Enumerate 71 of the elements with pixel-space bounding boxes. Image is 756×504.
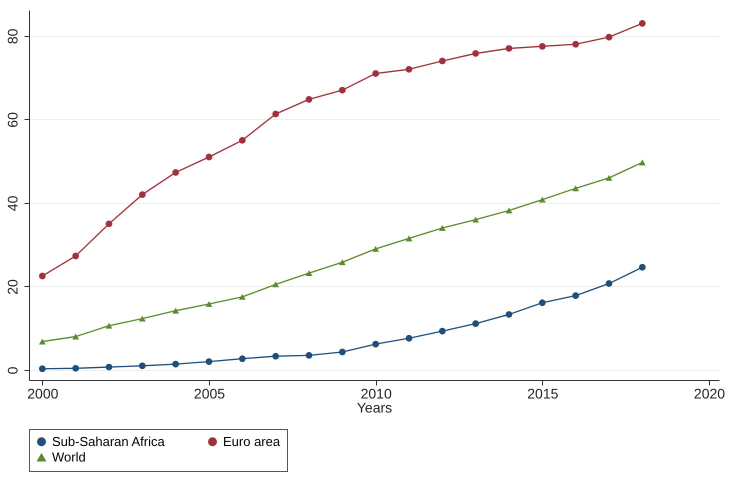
point (506, 311, 512, 318)
point (38, 338, 46, 344)
point (338, 348, 346, 356)
point (638, 160, 646, 166)
x-tick-label: 2020 (694, 386, 726, 402)
point (106, 322, 112, 329)
point (206, 154, 212, 160)
point (538, 299, 546, 306)
point (38, 272, 46, 280)
point (372, 246, 380, 252)
point (338, 259, 346, 266)
point (72, 334, 80, 340)
point (372, 340, 380, 348)
point (606, 174, 612, 181)
point (472, 216, 480, 223)
point (238, 294, 246, 300)
point (538, 196, 546, 202)
point (138, 316, 146, 322)
point (238, 136, 246, 144)
point (606, 34, 612, 40)
point (438, 225, 446, 231)
point (72, 252, 80, 260)
point (506, 45, 512, 52)
legend-label: World (52, 450, 86, 464)
point (306, 96, 312, 103)
point (406, 66, 412, 73)
y-tick-label: 60 (4, 112, 20, 128)
point (572, 185, 580, 192)
point (272, 352, 280, 360)
point (372, 70, 380, 77)
point (472, 320, 480, 327)
point (238, 355, 246, 362)
point (338, 86, 346, 94)
point (38, 365, 46, 372)
point (272, 110, 280, 118)
point (172, 360, 180, 368)
x-tick-label: 2010 (360, 386, 392, 402)
y-tick-label: 0 (4, 366, 20, 374)
point (172, 169, 180, 176)
x-tick-label: 2005 (194, 386, 226, 402)
point (406, 334, 412, 342)
point (72, 364, 80, 372)
y-tick-label: 40 (4, 195, 20, 212)
point (172, 308, 180, 314)
point (206, 358, 212, 365)
x-axis-title: Years (356, 400, 392, 416)
point (538, 42, 546, 50)
point (206, 301, 212, 307)
point (306, 352, 312, 359)
y-tick-label: 20 (4, 278, 20, 295)
point (138, 362, 146, 370)
point (106, 220, 112, 228)
point (438, 58, 446, 64)
point (638, 20, 646, 27)
y-tick-label: 80 (4, 28, 20, 44)
point (106, 364, 112, 370)
point (306, 270, 312, 276)
legend-label: Euro area (223, 434, 281, 449)
x-tick-label: 2000 (27, 386, 59, 402)
point (606, 280, 612, 287)
point (506, 208, 512, 214)
point (638, 264, 646, 271)
point (138, 191, 146, 198)
x-tick-label: 2015 (527, 386, 559, 402)
point (572, 292, 580, 299)
legend-label: Sub-Saharan Africa (52, 434, 166, 449)
point (272, 281, 280, 288)
point (572, 40, 580, 48)
point (406, 236, 412, 242)
point (438, 328, 446, 334)
point (472, 50, 480, 57)
